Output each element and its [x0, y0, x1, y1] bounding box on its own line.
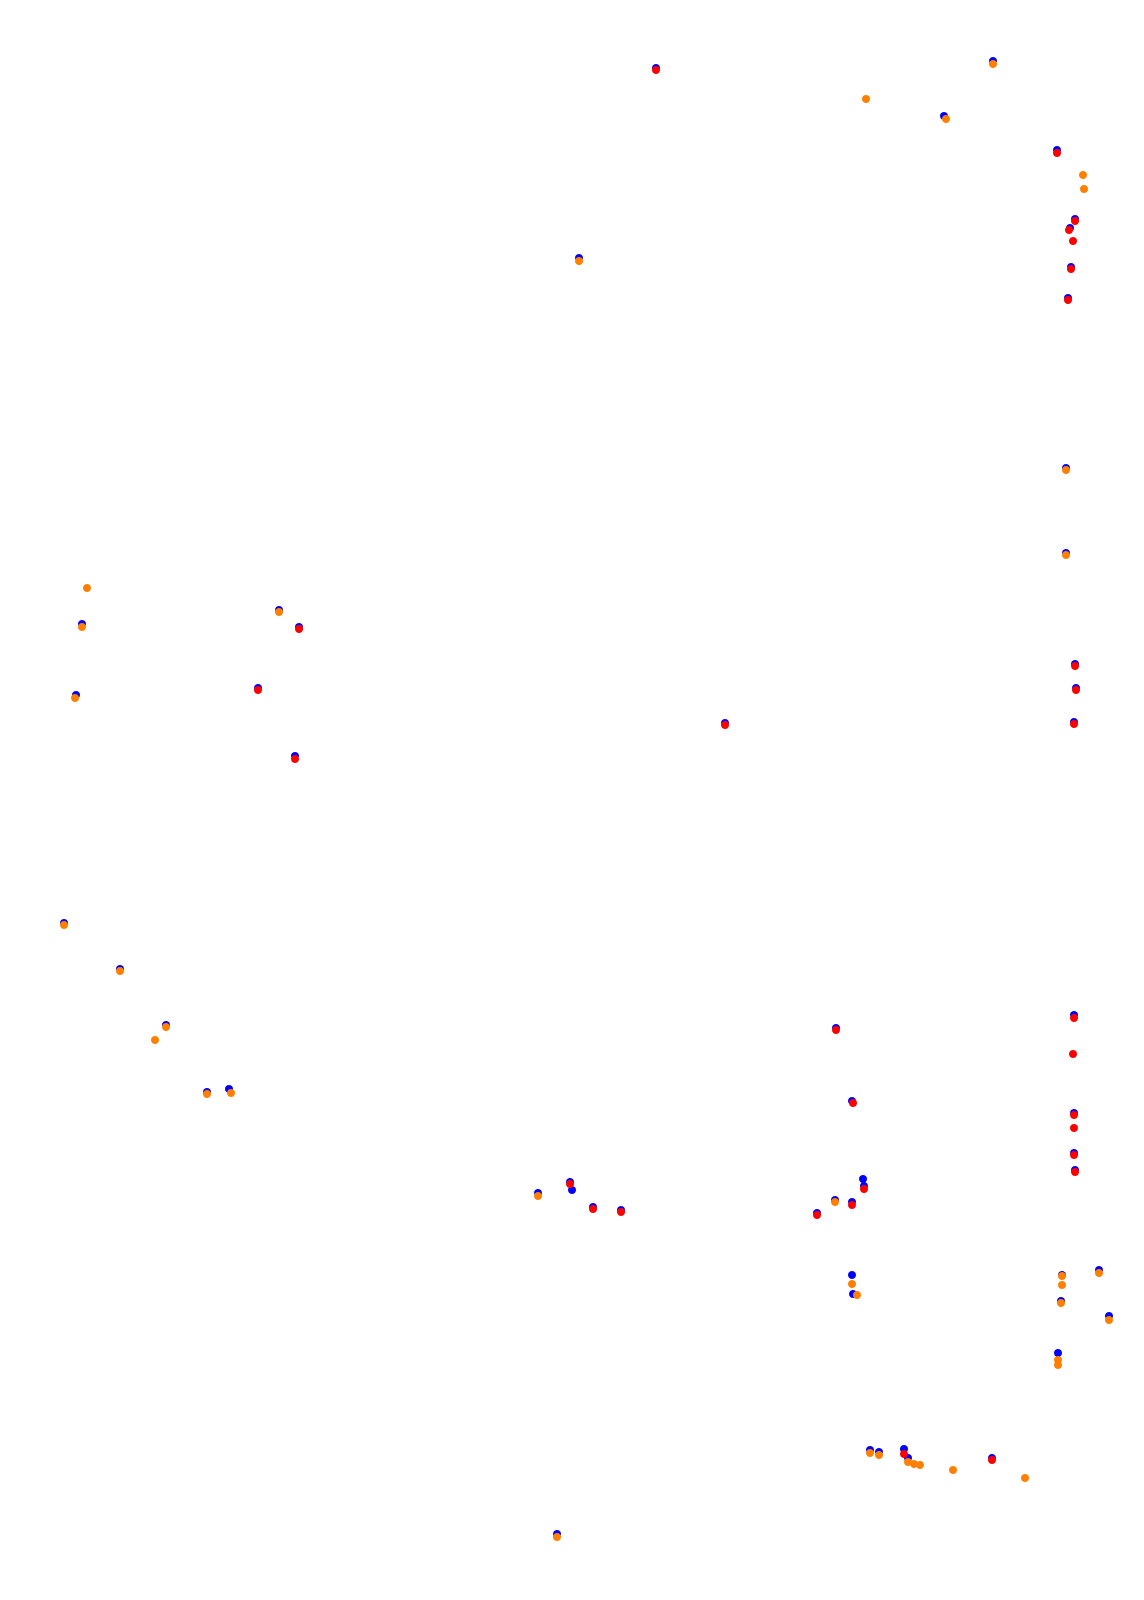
data-point [534, 1192, 542, 1200]
data-point [1070, 1111, 1078, 1119]
data-point [860, 1185, 868, 1193]
data-point [859, 1175, 867, 1183]
data-point [227, 1089, 235, 1097]
data-point [1095, 1269, 1103, 1277]
data-point [1057, 1299, 1065, 1307]
data-point [151, 1036, 159, 1044]
data-point [1021, 1474, 1029, 1482]
data-point [949, 1466, 957, 1474]
series-2 [254, 66, 1080, 1464]
data-point [849, 1099, 857, 1107]
data-point [942, 115, 950, 123]
data-point [910, 1460, 918, 1468]
data-point [275, 608, 283, 616]
data-point [83, 584, 91, 592]
series-3 [60, 60, 1113, 1541]
data-point [1070, 1124, 1078, 1132]
data-point [1069, 237, 1077, 245]
data-point [848, 1280, 856, 1288]
data-point [1070, 720, 1078, 728]
data-point [553, 1533, 561, 1541]
data-point [1079, 171, 1087, 179]
data-point [162, 1023, 170, 1031]
data-point [71, 694, 79, 702]
data-point [254, 686, 262, 694]
data-point [575, 257, 583, 265]
data-point [1071, 1168, 1079, 1176]
data-point [900, 1450, 908, 1458]
data-point [1054, 1356, 1062, 1364]
data-point [1064, 296, 1072, 304]
data-point [1071, 662, 1079, 670]
data-point [1062, 466, 1070, 474]
data-point [1070, 1151, 1078, 1159]
data-point [988, 1456, 996, 1464]
data-point [813, 1211, 821, 1219]
data-point [1058, 1272, 1066, 1280]
data-point [1053, 149, 1061, 157]
data-point [848, 1201, 856, 1209]
data-point [832, 1026, 840, 1034]
data-point [1105, 1316, 1113, 1324]
data-point [291, 755, 299, 763]
data-point [617, 1208, 625, 1216]
data-point [116, 967, 124, 975]
series-layer [60, 57, 1113, 1541]
data-point [875, 1451, 883, 1459]
data-point [1072, 686, 1080, 694]
data-point [295, 625, 303, 633]
data-point [652, 66, 660, 74]
data-point [1058, 1281, 1066, 1289]
data-point [60, 921, 68, 929]
data-point [831, 1198, 839, 1206]
data-point [78, 623, 86, 631]
data-point [1065, 226, 1073, 234]
data-point [589, 1205, 597, 1213]
series-1 [60, 57, 1113, 1538]
data-point [989, 60, 997, 68]
data-point [1067, 265, 1075, 273]
data-point [203, 1090, 211, 1098]
data-point [916, 1461, 924, 1469]
data-point [862, 95, 870, 103]
data-point [566, 1180, 574, 1188]
data-point [866, 1449, 874, 1457]
data-point [721, 721, 729, 729]
data-point [1054, 1349, 1062, 1357]
data-point [1080, 185, 1088, 193]
data-point [1069, 1050, 1077, 1058]
data-point [853, 1291, 861, 1299]
data-point [1070, 1014, 1078, 1022]
data-point [848, 1271, 856, 1279]
data-point [1071, 217, 1079, 225]
data-point [1062, 551, 1070, 559]
